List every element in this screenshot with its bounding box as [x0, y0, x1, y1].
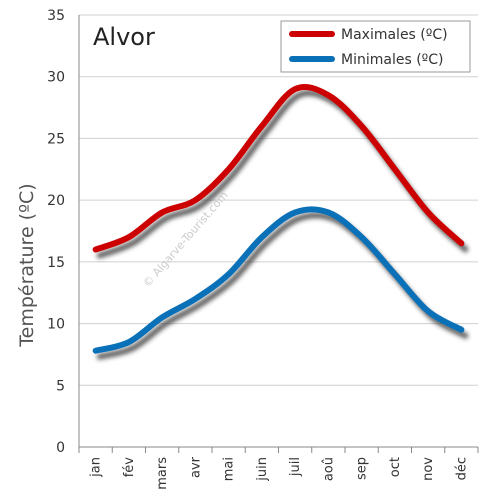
- legend-box: [280, 20, 471, 73]
- y-tick-label-0: 0: [56, 440, 65, 456]
- y-tick-label-4: 20: [47, 193, 65, 209]
- y-tick-labels: 0 5 10 15 20 25 30 35: [47, 8, 65, 456]
- x-tick-labels: jan fév mars avr mai juin juil aoû sep oct nov déc: [89, 456, 470, 489]
- y-tick-label-7: 35: [47, 8, 65, 24]
- series-shadow-1: [96, 212, 469, 360]
- y-axis-label: Température (ºC): [16, 183, 38, 347]
- y-tick-label-1: 5: [56, 378, 65, 394]
- x-tick-label-9: oct: [388, 457, 403, 477]
- series-line-1: [92, 206, 465, 354]
- x-tick-label-5: juin: [255, 457, 270, 482]
- series-line-0: [92, 83, 465, 253]
- x-tick-label-1: fév: [122, 457, 137, 478]
- y-tick-label-5: 25: [47, 131, 65, 147]
- x-tick-label-3: avr: [188, 456, 203, 478]
- x-tick-label-0: jan: [89, 457, 104, 478]
- x-tick-label-4: mai: [222, 457, 237, 481]
- legend: Maximales (ºC) Minimales (ºC): [280, 20, 471, 73]
- x-tick-label-11: déc: [454, 457, 469, 480]
- x-tick-label-8: sep: [355, 457, 370, 480]
- y-tick-label-6: 30: [47, 70, 65, 86]
- y-tick-label-3: 15: [47, 255, 65, 271]
- x-tick-label-6: juil: [288, 457, 303, 477]
- grid-lines: [79, 14, 478, 386]
- x-tick-label-7: aoû: [321, 457, 336, 481]
- x-tick-label-2: mars: [155, 457, 170, 490]
- series-shadows: [96, 89, 469, 360]
- axes: [78, 15, 479, 453]
- legend-label-0: Maximales (ºC): [341, 27, 448, 43]
- x-tick-label-10: nov: [421, 457, 436, 481]
- series-lines: [92, 83, 465, 354]
- chart-title: Alvor: [93, 23, 155, 51]
- y-tick-label-2: 10: [47, 317, 65, 333]
- legend-label-1: Minimales (ºC): [341, 52, 444, 68]
